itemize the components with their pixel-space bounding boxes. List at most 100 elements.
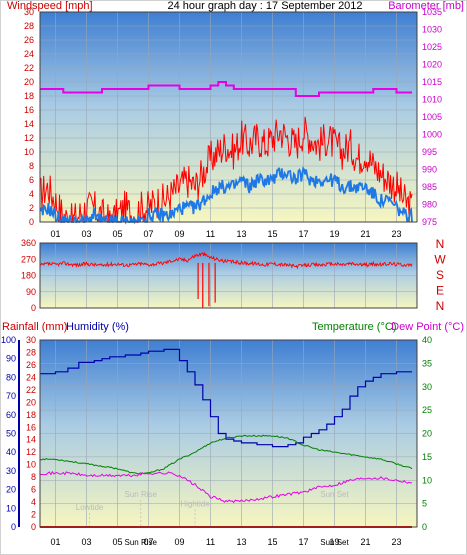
windspeed-tick-28: 28	[24, 21, 34, 31]
wind-baro-frame	[39, 11, 418, 223]
barometer-tick-1035: 1035	[422, 7, 442, 17]
rainfall-tick-20: 20	[26, 397, 36, 407]
temperature-tick-0: 0	[422, 522, 427, 532]
humidity-line	[40, 348, 412, 448]
barometer-axis: 975 980 985 990 995 1000 1005 1010 1015 1020 1025 1…	[422, 7, 442, 227]
x-tick-03: 03	[81, 229, 91, 239]
compass-0-n: N	[436, 237, 445, 251]
barometer-tick-1010: 1010	[422, 95, 442, 105]
humidity-tick-90: 90	[6, 354, 16, 364]
x-tick-05: 05	[112, 537, 122, 547]
wind-time-axis: 01 03 05 07 09 11 13 15 17 19 21 23	[50, 229, 401, 239]
bottom-sunrise-label: Sun Rise	[125, 538, 158, 547]
barometer-tick-980: 980	[422, 200, 437, 210]
barometer-tick-1030: 1030	[422, 25, 442, 35]
x-tick-21: 21	[360, 229, 370, 239]
windspeed-tick-8: 8	[29, 161, 34, 171]
temperature-line	[39, 434, 413, 475]
rainfall-tick-0: 0	[31, 522, 36, 532]
humidity-axis-title: Humidity (%)	[66, 321, 129, 333]
humidity-tick-50: 50	[6, 429, 16, 439]
windspeed-axis-title: Windspeed [mph]	[7, 0, 93, 12]
barometer-line	[40, 81, 412, 97]
tide-sun-annotations: Lowtide Sun Rise Hightide Sun Set	[76, 490, 350, 527]
temperature-tick-35: 35	[422, 358, 432, 368]
rainfall-tick-12: 12	[26, 447, 36, 457]
rainfall-tick-2: 2	[31, 510, 36, 520]
x-tick-21: 21	[360, 537, 370, 547]
rainfall-tick-8: 8	[31, 472, 36, 482]
temperature-tick-30: 30	[422, 382, 432, 392]
wind-baro-grid	[40, 11, 417, 223]
x-tick-09: 09	[174, 229, 184, 239]
x-tick-07: 07	[143, 537, 153, 547]
x-tick-13: 13	[236, 537, 246, 547]
wind-direction-line	[40, 251, 413, 270]
rainfall-tick-18: 18	[26, 410, 36, 420]
humidity-tick-70: 70	[6, 391, 16, 401]
rainfall-tick-30: 30	[26, 335, 36, 345]
windspeed-tick-6: 6	[29, 175, 34, 185]
x-tick-11: 11	[206, 229, 215, 239]
windspeed-tick-14: 14	[24, 119, 34, 129]
x-tick-09: 09	[174, 537, 184, 547]
dewpoint-line	[40, 470, 413, 504]
rainfall-axis-title: Rainfall (mm)	[2, 321, 67, 333]
windspeed-tick-0: 0	[29, 217, 34, 227]
humidity-tick-10: 10	[6, 503, 16, 513]
x-tick-05: 05	[112, 229, 122, 239]
barometer-tick-990: 990	[422, 165, 437, 175]
rainfall-tick-24: 24	[26, 372, 36, 382]
x-tick-15: 15	[267, 229, 277, 239]
direction-axis: 0 90 180 270 360	[21, 238, 36, 313]
x-tick-17: 17	[298, 229, 308, 239]
humidity-tick-40: 40	[6, 447, 16, 457]
x-tick-17: 17	[298, 537, 308, 547]
windspeed-tick-2: 2	[29, 203, 34, 213]
temperature-axis-title: Temperature (°C)	[312, 321, 396, 333]
rainfall-tick-22: 22	[26, 385, 36, 395]
x-tick-01: 01	[50, 229, 60, 239]
climate-time-axis: 01 03 05 07 09 11 13 15 17 19 21 23 Sun Rise Sun Set	[50, 537, 401, 547]
windspeed-tick-10: 10	[24, 147, 34, 157]
humidity-tick-80: 80	[6, 372, 16, 382]
windspeed-tick-18: 18	[24, 91, 34, 101]
direction-tick-0: 0	[31, 303, 36, 313]
windspeed-tick-4: 4	[29, 189, 34, 199]
rain-hum-temp-frame	[39, 339, 418, 528]
barometer-tick-1000: 1000	[422, 130, 442, 140]
direction-tick-270: 270	[21, 254, 36, 264]
windspeed-tick-24: 24	[24, 49, 34, 59]
barometer-tick-985: 985	[422, 182, 437, 192]
x-tick-07: 07	[143, 229, 153, 239]
annotation-lowtide: Lowtide	[76, 503, 104, 512]
rainfall-tick-10: 10	[26, 460, 36, 470]
barometer-tick-995: 995	[422, 147, 437, 157]
x-tick-13: 13	[236, 229, 246, 239]
annotation-sun-set: Sun Set	[320, 490, 349, 499]
x-tick-23: 23	[391, 229, 401, 239]
temperature-tick-10: 10	[422, 475, 432, 485]
direction-tick-360: 360	[21, 238, 36, 248]
compass-3-e: E	[436, 284, 444, 298]
x-tick-01: 01	[50, 537, 60, 547]
windspeed-tick-20: 20	[24, 77, 34, 87]
wind-average-line	[39, 166, 413, 225]
x-tick-23: 23	[391, 537, 401, 547]
compass-4-n: N	[436, 299, 445, 313]
barometer-tick-1020: 1020	[422, 60, 442, 70]
humidity-axis: 0 10 20 30 40 50 60 70 80 90 100	[1, 335, 16, 532]
wind-baro-plot-area	[40, 12, 417, 222]
windspeed-tick-16: 16	[24, 105, 34, 115]
barometer-tick-1015: 1015	[422, 77, 442, 87]
dewpoint-axis-title: Dew Point (°C)	[391, 321, 464, 333]
humidity-tick-100: 100	[1, 335, 16, 345]
humidity-tick-60: 60	[6, 410, 16, 420]
temperature-axis: 0 5 10 15 20 25 30 35 40	[422, 335, 432, 532]
direction-tick-90: 90	[26, 287, 36, 297]
